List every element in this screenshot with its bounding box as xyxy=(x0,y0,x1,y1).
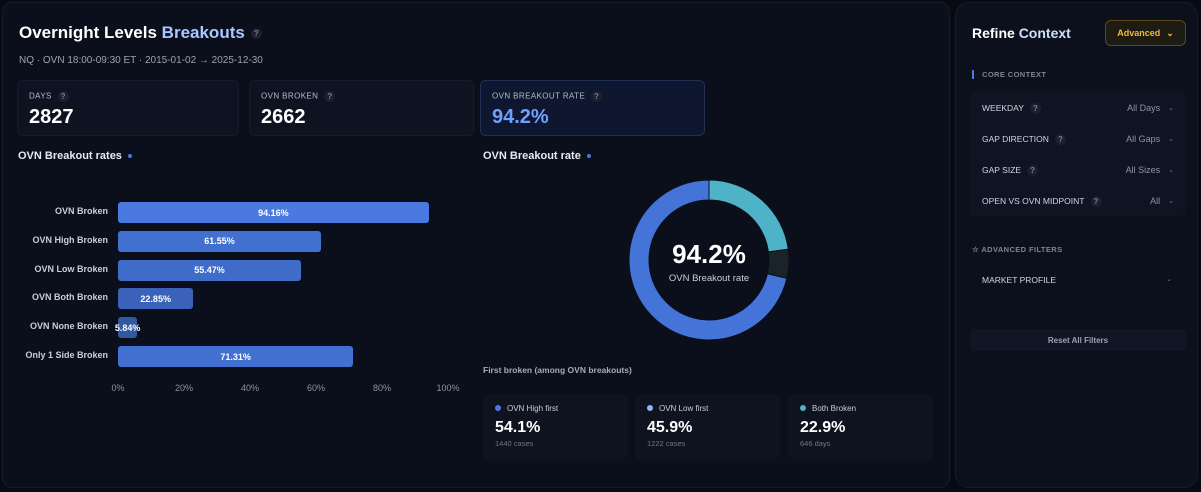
dot-icon xyxy=(586,154,591,159)
filter-gap-size[interactable]: GAP SIZE? All Sizes ⌄ xyxy=(982,164,1174,176)
chevron-down-icon: ⌄ xyxy=(1168,105,1174,112)
chevron-down-icon: ⌄ xyxy=(1166,27,1174,38)
filter-market-profile[interactable]: MARKET PROFILE ⌄ xyxy=(982,275,1172,285)
x-tick-label: 100% xyxy=(436,383,460,393)
dot-icon xyxy=(495,405,501,411)
dot-icon xyxy=(800,405,806,411)
x-tick-label: 0% xyxy=(111,383,125,393)
help-icon[interactable]: ? xyxy=(1090,195,1102,207)
main-panel: Overnight Levels Breakouts? NQ · OVN 18:… xyxy=(2,2,950,488)
core-filters: WEEKDAY? All Days ⌄ GAP DIRECTION? All Gaps… xyxy=(970,91,1186,216)
help-icon[interactable]: ? xyxy=(591,91,603,102)
x-tick-label: 60% xyxy=(306,383,326,393)
page-title: Overnight Levels Breakouts? xyxy=(19,23,262,43)
subtitle: NQ · OVN 18:00-09:30 ET · 2015-01-02 → 2… xyxy=(19,55,263,66)
sidebar: Refine Context Advanced ⌄ CORE CONTEXT WE… xyxy=(955,2,1198,488)
donut-center-label: OVN Breakout rate xyxy=(668,273,750,284)
dot-icon xyxy=(127,154,132,159)
card-low-first: OVN Low first 45.9% 1222 cases xyxy=(635,394,780,460)
help-icon[interactable]: ? xyxy=(57,91,69,102)
help-icon[interactable]: ? xyxy=(250,28,262,40)
bar[interactable]: 5.84% xyxy=(115,317,140,339)
x-tick-label: 20% xyxy=(174,383,194,393)
chevron-down-icon: ⌄ xyxy=(1168,136,1174,143)
first-broken-title: First broken (among OVN breakouts) xyxy=(483,365,632,375)
bar-category-label: OVN High Broken xyxy=(32,234,108,245)
stat-days: DAYS? 2827 xyxy=(17,80,239,136)
filter-open-vs-midpoint[interactable]: OPEN VS OVN MIDPOINT? All ⌄ xyxy=(982,195,1174,207)
bar[interactable]: 94.16% xyxy=(118,202,429,223)
sidebar-title: Refine Context xyxy=(972,25,1071,41)
bar[interactable]: 22.85% xyxy=(118,288,194,310)
bar[interactable]: 71.31% xyxy=(118,346,354,367)
chevron-down-icon: ⌄ xyxy=(1166,276,1172,283)
core-context-label: CORE CONTEXT xyxy=(972,70,1046,79)
chevron-down-icon: ⌄ xyxy=(1168,198,1174,205)
advanced-button[interactable]: Advanced ⌄ xyxy=(1105,20,1186,46)
bar[interactable]: 55.47% xyxy=(118,259,302,281)
x-tick-label: 40% xyxy=(240,383,260,393)
card-high-first: OVN High first 54.1% 1440 cases xyxy=(483,394,628,460)
help-icon[interactable]: ? xyxy=(1054,133,1066,145)
reset-filters-button[interactable]: Reset All Filters xyxy=(970,329,1186,351)
bar-category-label: OVN None Broken xyxy=(29,321,108,332)
help-icon[interactable]: ? xyxy=(324,91,336,102)
bar-category-label: OVN Low Broken xyxy=(34,263,108,274)
donut-center-value: 94.2% xyxy=(672,239,746,269)
filter-gap-direction[interactable]: GAP DIRECTION? All Gaps ⌄ xyxy=(982,133,1174,145)
stat-ovn-broken: OVN BROKEN? 2662 xyxy=(249,80,474,136)
stat-breakout-rate: OVN BREAKOUT RATE? 94.2% xyxy=(480,80,705,136)
help-icon[interactable]: ? xyxy=(1029,102,1041,114)
bar-category-label: OVN Both Broken xyxy=(31,292,108,303)
card-both-broken: Both Broken 22.9% 646 days xyxy=(788,394,933,460)
star-icon: ☆ xyxy=(972,245,980,254)
donut-slice[interactable] xyxy=(628,179,788,341)
filter-weekday[interactable]: WEEKDAY? All Days ⌄ xyxy=(982,102,1174,114)
bar[interactable]: 61.55% xyxy=(118,230,322,252)
bar-category-label: OVN Broken xyxy=(54,206,108,216)
donut-chart-title: OVN Breakout rate xyxy=(483,150,591,162)
help-icon[interactable]: ? xyxy=(1027,164,1039,176)
bar-chart-title: OVN Breakout rates xyxy=(18,150,132,162)
advanced-filters-label: ☆ ADVANCED FILTERS xyxy=(972,245,1063,254)
dot-icon xyxy=(647,405,653,411)
chevron-down-icon: ⌄ xyxy=(1168,167,1174,174)
donut-chart xyxy=(628,179,790,341)
x-tick-label: 80% xyxy=(372,383,392,393)
bar-category-label: Only 1 Side Broken xyxy=(25,350,108,360)
